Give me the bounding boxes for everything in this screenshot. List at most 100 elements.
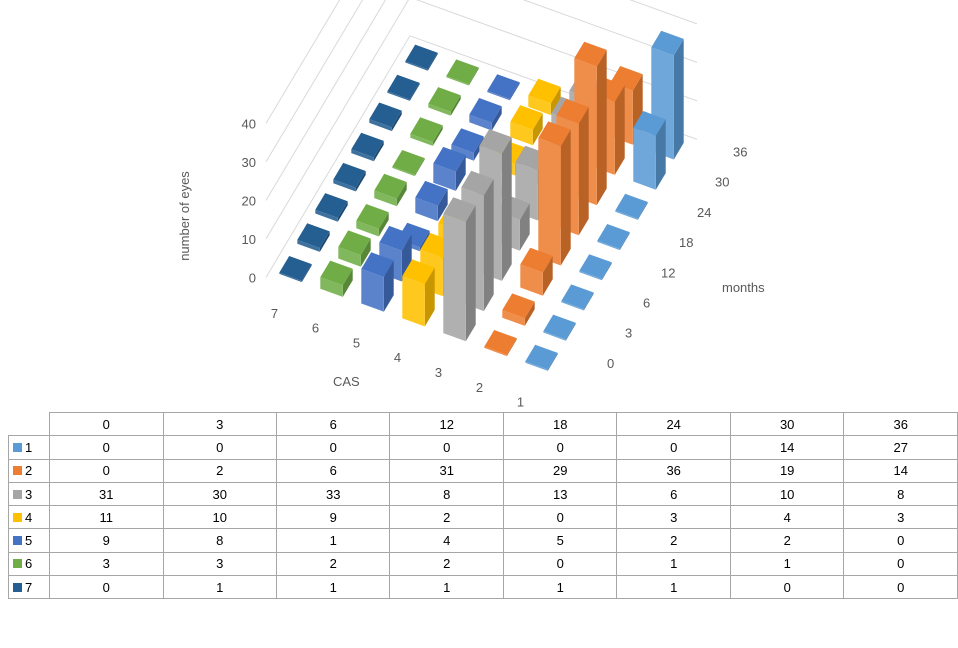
gridline	[265, 0, 341, 124]
table-cell: 9	[49, 528, 164, 553]
bar-s5-m30	[469, 98, 502, 131]
bar-face	[525, 361, 548, 371]
bar-s5-m36	[487, 74, 520, 101]
table-cell: 0	[502, 435, 618, 460]
bar-face	[468, 67, 479, 86]
bar-face	[378, 212, 389, 237]
month-tick-label: 24	[697, 205, 711, 220]
month-tick-label: 18	[679, 235, 693, 250]
bar-s6-m36	[446, 59, 479, 86]
legend-key: 1	[7, 435, 51, 460]
bar-top	[415, 180, 448, 206]
table-cell: 13	[502, 481, 618, 507]
bar-face	[561, 301, 584, 311]
bar-top	[561, 284, 594, 310]
table-cell: 1	[502, 575, 618, 600]
month-tick-label: 30	[715, 175, 729, 190]
bar-s2-m6	[520, 247, 553, 296]
legend-swatch	[13, 512, 22, 522]
bar-face	[391, 110, 402, 132]
bar-face	[484, 346, 507, 357]
bar-top	[446, 59, 479, 85]
bar-s7-m0	[279, 256, 312, 283]
table-cell: 10	[162, 505, 278, 530]
series-tick-label: 7	[271, 306, 278, 321]
bar-face	[483, 179, 494, 312]
table-cell: 4	[389, 528, 504, 553]
z-tick-label: 10	[242, 232, 256, 247]
table-cell: 8	[843, 481, 958, 507]
table-cell: 0	[616, 435, 731, 460]
table-cell: 6	[275, 458, 391, 483]
table-cell: 1	[729, 551, 845, 577]
bar-face	[301, 264, 312, 283]
bar-top	[484, 330, 517, 355]
bar-face	[543, 331, 566, 341]
bar-s5-m18	[433, 146, 466, 191]
bar-face	[637, 201, 648, 220]
bar-face	[415, 197, 438, 222]
y-axis-title: CAS	[333, 374, 360, 389]
bar-face	[501, 137, 512, 281]
bar-face	[487, 90, 510, 101]
bar-face	[383, 260, 394, 312]
table-cell: 2	[389, 505, 504, 530]
bar-s2-m12	[538, 121, 571, 266]
bar-top	[351, 132, 384, 158]
bar-face	[392, 166, 415, 177]
bar-top	[469, 98, 502, 123]
bar-s1-m24	[615, 193, 648, 220]
month-tick-label: 0	[607, 356, 614, 371]
bar-face	[401, 234, 412, 282]
table-cell: 31	[49, 481, 164, 507]
bar-face	[491, 106, 502, 131]
z-tick-label: 30	[242, 155, 256, 170]
bar-top	[410, 117, 443, 142]
bar-face	[342, 268, 353, 297]
bar-face	[597, 240, 620, 251]
bar-s7-m30	[387, 74, 420, 101]
table-header-cell: 18	[502, 411, 618, 437]
bar-s1-m6	[561, 284, 594, 311]
bar-face	[443, 213, 466, 342]
table-header-cell: 3	[162, 411, 278, 437]
table-cell: 10	[729, 481, 845, 507]
bar-face	[419, 230, 430, 252]
x-axis-title: months	[722, 280, 765, 295]
series-tick-label: 4	[394, 350, 401, 365]
table-cell: 1	[275, 528, 391, 553]
bar-top	[387, 74, 420, 100]
table-row: 4 11 10 9 2 0 3 4 3	[7, 505, 958, 530]
bar-top	[361, 252, 394, 277]
table-cell: 2	[162, 458, 278, 483]
table-cell: 3	[49, 551, 164, 577]
month-tick-label: 6	[643, 296, 650, 311]
table-cell: 0	[49, 435, 164, 460]
table-cell: 19	[729, 458, 845, 483]
bar-face	[361, 268, 384, 312]
bar-s1-m3	[543, 314, 576, 341]
bar-top	[461, 170, 494, 196]
bar-face	[524, 301, 535, 326]
bar-face	[542, 256, 553, 296]
table-cell: 27	[843, 435, 958, 460]
bar-face	[333, 179, 356, 192]
legend-label: 3	[25, 486, 33, 502]
legend-label: 4	[25, 509, 33, 525]
table-cell: 0	[502, 551, 618, 577]
z-tick-label: 0	[249, 270, 256, 285]
table-cell: 11	[49, 505, 164, 530]
bar-face	[402, 276, 425, 327]
bar-s6-m3	[338, 230, 371, 267]
table-cell: 14	[843, 458, 958, 483]
bar-s6-m30	[428, 87, 461, 116]
bar-face	[405, 61, 428, 71]
bar-face	[502, 310, 525, 326]
bar-s1-m0	[525, 344, 558, 371]
bar-s6-m0	[320, 260, 353, 297]
bar-s6-m6	[356, 204, 389, 237]
bar-top	[597, 224, 630, 249]
gridline	[265, 0, 698, 163]
table-cell: 3	[843, 505, 958, 530]
